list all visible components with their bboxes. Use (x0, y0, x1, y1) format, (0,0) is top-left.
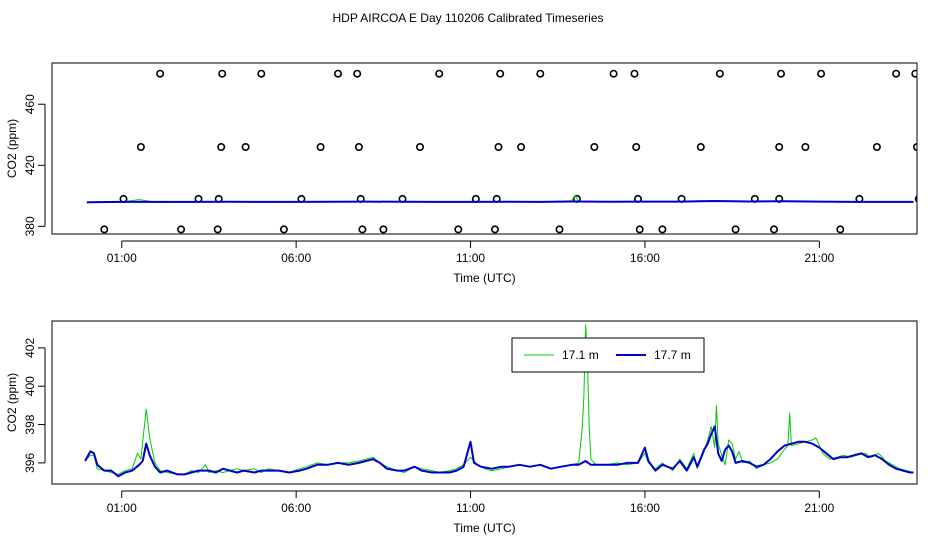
calibration-point (333, 69, 342, 78)
x-tick-label: 16:00 (630, 501, 660, 515)
calibration-point (658, 225, 667, 234)
series-line-17-7-m (84, 425, 914, 478)
calibration-point (632, 143, 641, 152)
calibration-point (353, 69, 362, 78)
calibration-point (892, 69, 901, 78)
x-tick-label: 21:00 (804, 501, 834, 515)
x-tick-label: 01:00 (107, 251, 137, 265)
calibration-point (379, 225, 388, 234)
calibration-point (635, 225, 644, 234)
calibration-point (914, 195, 917, 203)
x-tick-label: 06:00 (281, 501, 311, 515)
y-tick-label: 396 (23, 453, 37, 473)
x-tick-label: 06:00 (281, 251, 311, 265)
plot-frame (51, 320, 918, 485)
calibration-point (911, 69, 917, 78)
figure-title: HDP AIRCOA E Day 110206 Calibrated Times… (332, 11, 603, 25)
y-tick-label: 380 (23, 216, 37, 236)
calibration-point (775, 143, 784, 152)
calibration-point (217, 143, 226, 152)
calibration-point (801, 143, 810, 152)
calibration-point (536, 69, 545, 78)
calibration-point (715, 69, 724, 78)
calibration-point (609, 69, 618, 78)
plot-frame (51, 62, 918, 235)
y-tick-label: 420 (23, 155, 37, 175)
y-axis-title: CO2 (ppm) (5, 373, 19, 432)
calibration-point (156, 69, 165, 78)
plot-data-group (86, 69, 917, 234)
chart-legend: 17.1 m 17.7 m (511, 337, 705, 373)
series-line-17-7-m (86, 200, 914, 204)
calibration-point (769, 225, 778, 234)
calibration-point (415, 143, 424, 152)
calibration-point (696, 143, 705, 152)
y-tick-label: 400 (23, 376, 37, 396)
calibration-point (354, 143, 363, 152)
legend-label: 17.1 m (562, 348, 599, 362)
x-tick-label: 11:00 (456, 501, 485, 515)
calibration-point (517, 143, 526, 152)
calibration-point (136, 143, 145, 152)
calibration-point (358, 225, 367, 234)
calibration-point (817, 69, 826, 78)
x-tick-label: 16:00 (630, 251, 660, 265)
calibration-point (454, 225, 463, 234)
calibration-point (630, 69, 639, 78)
y-axis-title: CO2 (ppm) (5, 119, 19, 178)
plot-data-group (84, 324, 914, 478)
calibration-point (316, 143, 325, 152)
calibration-point (776, 69, 785, 78)
calibration-point (218, 69, 227, 78)
calibration-point (100, 225, 109, 234)
calibration-point (177, 225, 186, 234)
x-axis-title: Time (UTC) (453, 271, 515, 285)
legend-label: 17.7 m (654, 348, 691, 362)
calibration-point (490, 225, 499, 234)
calibration-point (257, 69, 266, 78)
calibration-point (872, 143, 881, 152)
calibration-point (435, 69, 444, 78)
calibration-point (496, 69, 505, 78)
bottom-panel-timeseries-plot: 01:00 06:00 11:00 16:00 21:00 Time (UTC) 396 39… (5, 320, 918, 535)
x-tick-label: 11:00 (456, 251, 485, 265)
calibration-point (494, 143, 503, 152)
calibration-point (279, 225, 288, 234)
y-tick-label: 398 (23, 414, 37, 434)
calibration-point (836, 225, 845, 234)
x-tick-label: 01:00 (107, 501, 137, 515)
calibration-point (590, 143, 599, 152)
calibration-point (731, 225, 740, 234)
top-panel-calibration-plot: 01:00 06:00 11:00 16:00 21:00 Time (UTC) 380 42… (5, 62, 918, 285)
y-tick-label: 460 (23, 94, 37, 114)
x-tick-label: 21:00 (804, 251, 834, 265)
calibration-point (213, 225, 222, 234)
calibration-point (555, 225, 564, 234)
calibration-point (241, 143, 250, 152)
x-axis-title: Time (UTC) (453, 521, 515, 535)
y-tick-label: 402 (23, 338, 37, 358)
